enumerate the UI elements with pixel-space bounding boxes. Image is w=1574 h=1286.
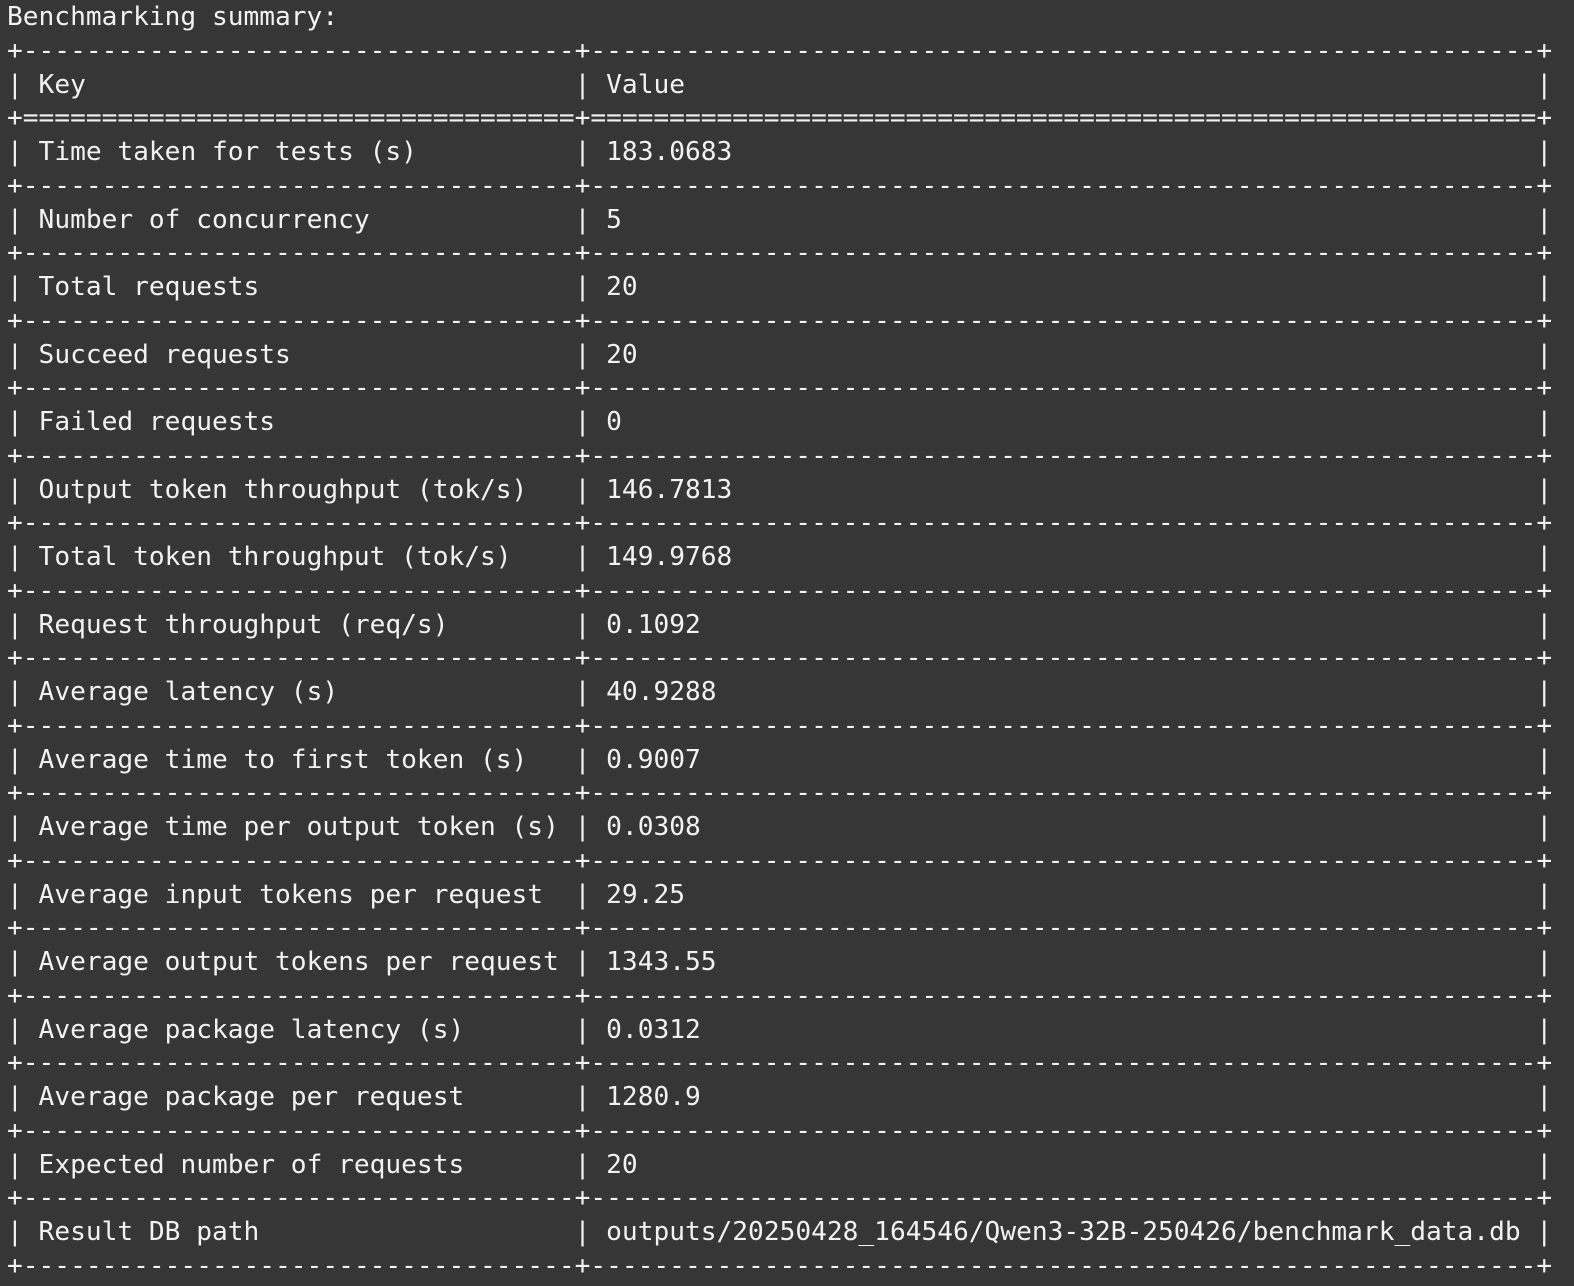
- table-row: | Average time per output token (s) | 0.…: [7, 812, 1553, 842]
- table-border: +-----------------------------------+---…: [7, 1183, 1553, 1214]
- table-border: +-----------------------------------+---…: [7, 710, 1553, 741]
- key-cell: Result DB path: [38, 1217, 559, 1247]
- value-cell: 40.9288: [606, 677, 1521, 707]
- summary-title: Benchmarking summary:: [7, 2, 339, 32]
- key-cell: Total token throughput (tok/s): [38, 542, 559, 572]
- table-border: +-----------------------------------+---…: [7, 1250, 1553, 1281]
- table-row: | Average package per request | 1280.9 |: [7, 1082, 1553, 1112]
- table-row: | Average input tokens per request | 29.…: [7, 879, 1553, 910]
- key-cell: Average time per output token (s): [38, 812, 559, 842]
- table-border: +-----------------------------------+---…: [7, 508, 1553, 539]
- table-border: +-----------------------------------+---…: [7, 1115, 1553, 1146]
- table-border: +-----------------------------------+---…: [7, 373, 1553, 404]
- table-row: | Expected number of requests | 20 |: [7, 1149, 1553, 1180]
- key-cell: Key: [38, 69, 559, 100]
- table-row: | Average output tokens per request | 13…: [7, 947, 1553, 977]
- key-cell: Average input tokens per request: [38, 879, 559, 910]
- value-cell: 20: [606, 339, 1521, 370]
- table-row: | Succeed requests | 20 |: [7, 339, 1553, 370]
- key-cell: Expected number of requests: [38, 1149, 559, 1180]
- value-cell: 5: [606, 204, 1521, 235]
- summary-table: +-----------------------------------+---…: [7, 35, 1574, 1284]
- value-cell: 1280.9: [606, 1082, 1521, 1112]
- table-border: +-----------------------------------+---…: [7, 170, 1553, 201]
- key-cell: Average latency (s): [38, 677, 559, 707]
- table-border: +-----------------------------------+---…: [7, 1048, 1553, 1079]
- value-cell: 1343.55: [606, 947, 1521, 977]
- table-row: | Average latency (s) | 40.9288 |: [7, 677, 1553, 707]
- value-cell: outputs/20250428_164546/Qwen3-32B-250426…: [606, 1217, 1521, 1247]
- key-cell: Average package per request: [38, 1082, 559, 1112]
- key-cell: Average output tokens per request: [38, 947, 559, 977]
- table-row: | Total token throughput (tok/s) | 149.9…: [7, 542, 1553, 572]
- table-border: +-----------------------------------+---…: [7, 440, 1553, 471]
- table-border: +-----------------------------------+---…: [7, 575, 1553, 606]
- table-row: | Output token throughput (tok/s) | 146.…: [7, 474, 1553, 505]
- table-border: +-----------------------------------+---…: [7, 238, 1553, 269]
- table-row: | Average package latency (s) | 0.0312 |: [7, 1014, 1553, 1045]
- table-border: +-----------------------------------+---…: [7, 305, 1553, 336]
- table-row: | Result DB path | outputs/20250428_1645…: [7, 1217, 1553, 1247]
- key-cell: Number of concurrency: [38, 204, 559, 235]
- table-row: | Total requests | 20 |: [7, 272, 1553, 302]
- value-cell: 0.0308: [606, 812, 1521, 842]
- value-cell: 149.9768: [606, 542, 1521, 572]
- value-cell: 0.0312: [606, 1014, 1521, 1045]
- table-border: +-----------------------------------+---…: [7, 35, 1553, 66]
- key-cell: Average time to first token (s): [38, 744, 559, 775]
- table-border: +-----------------------------------+---…: [7, 643, 1553, 674]
- value-cell: Value: [606, 69, 1521, 100]
- value-cell: 183.0683: [606, 137, 1521, 167]
- key-cell: Failed requests: [38, 407, 559, 437]
- value-cell: 29.25: [606, 879, 1521, 910]
- table-row: | Failed requests | 0 |: [7, 407, 1553, 437]
- value-cell: 0.1092: [606, 609, 1521, 640]
- key-cell: Total requests: [38, 272, 559, 302]
- value-cell: 20: [606, 1149, 1521, 1180]
- table-row: | Request throughput (req/s) | 0.1092 |: [7, 609, 1553, 640]
- table-row: | Average time to first token (s) | 0.90…: [7, 744, 1553, 775]
- value-cell: 146.7813: [606, 474, 1521, 505]
- table-row: | Time taken for tests (s) | 183.0683 |: [7, 137, 1553, 167]
- value-cell: 0: [606, 407, 1521, 437]
- key-cell: Time taken for tests (s): [38, 137, 559, 167]
- table-header: | Key | Value |: [7, 69, 1553, 100]
- table-border: +-----------------------------------+---…: [7, 913, 1553, 944]
- key-cell: Average package latency (s): [38, 1014, 559, 1045]
- key-cell: Request throughput (req/s): [38, 609, 559, 640]
- key-cell: Output token throughput (tok/s): [38, 474, 559, 505]
- table-border: +===================================+===…: [7, 103, 1553, 134]
- table-border: +-----------------------------------+---…: [7, 980, 1553, 1011]
- table-border: +-----------------------------------+---…: [7, 845, 1553, 876]
- table-border: +-----------------------------------+---…: [7, 778, 1553, 809]
- value-cell: 0.9007: [606, 744, 1521, 775]
- table-row: | Number of concurrency | 5 |: [7, 204, 1553, 235]
- value-cell: 20: [606, 272, 1521, 302]
- key-cell: Succeed requests: [38, 339, 559, 370]
